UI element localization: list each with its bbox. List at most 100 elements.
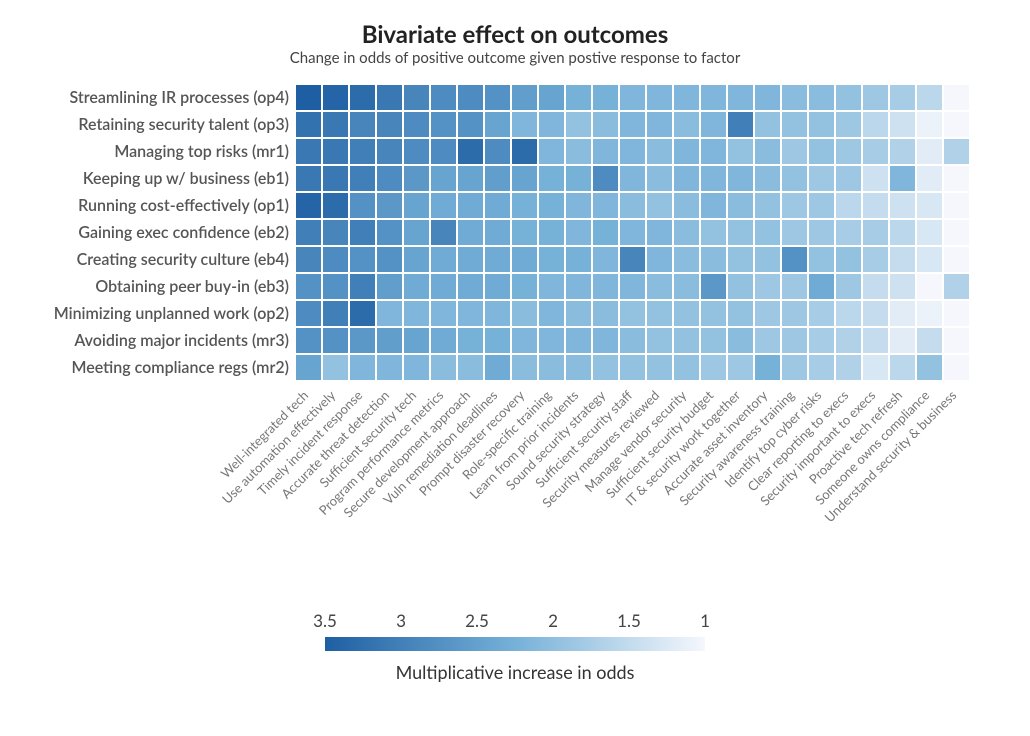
heatmap-cell: [565, 165, 592, 192]
heatmap-cell: [511, 327, 538, 354]
heatmap-cell: [646, 219, 673, 246]
heatmap-cell: [700, 219, 727, 246]
y-axis-label: Minimizing unplanned work (op2): [54, 300, 289, 327]
heatmap-cell: [538, 138, 565, 165]
heatmap-cell: [916, 219, 943, 246]
heatmap-cell: [673, 354, 700, 381]
heatmap-cell: [349, 165, 376, 192]
heatmap-cell: [916, 327, 943, 354]
heatmap-cell: [646, 327, 673, 354]
heatmap-cell: [835, 111, 862, 138]
heatmap-cell: [457, 246, 484, 273]
heatmap-cell: [781, 354, 808, 381]
legend-tick: 1.5: [617, 610, 641, 631]
chart-title: Bivariate effect on outcomes: [0, 20, 1030, 49]
heatmap-cell: [943, 165, 970, 192]
heatmap-cell: [592, 138, 619, 165]
y-axis-label: Streamlining IR processes (op4): [54, 84, 289, 111]
legend-tick: 2.5: [465, 610, 489, 631]
heatmap-cell: [511, 246, 538, 273]
heatmap-cell: [484, 219, 511, 246]
legend-tick: 2: [548, 610, 558, 631]
heatmap-cell: [295, 246, 322, 273]
heatmap-cell: [889, 354, 916, 381]
heatmap-cell: [484, 165, 511, 192]
heatmap-cell: [835, 84, 862, 111]
heatmap-cell: [565, 84, 592, 111]
heatmap-cell: [430, 273, 457, 300]
heatmap-cell: [754, 327, 781, 354]
heatmap-cell: [592, 273, 619, 300]
heatmap-cell: [376, 327, 403, 354]
heatmap-cell: [727, 192, 754, 219]
heatmap-cell: [943, 219, 970, 246]
heatmap-cell: [700, 84, 727, 111]
heatmap-cell: [727, 219, 754, 246]
heatmap-cell: [349, 300, 376, 327]
heatmap-cell: [889, 165, 916, 192]
heatmap-cell: [727, 246, 754, 273]
heatmap-cell: [403, 111, 430, 138]
heatmap-cell: [484, 192, 511, 219]
heatmap-cell: [457, 111, 484, 138]
heatmap-cell: [916, 84, 943, 111]
heatmap-cell: [322, 246, 349, 273]
heatmap-cell: [700, 192, 727, 219]
heatmap-cell: [673, 327, 700, 354]
heatmap-cell: [403, 354, 430, 381]
heatmap-cell: [565, 300, 592, 327]
y-axis-label: Avoiding major incidents (mr3): [54, 327, 289, 354]
heatmap-cell: [943, 192, 970, 219]
heatmap-cell: [322, 192, 349, 219]
heatmap-cell: [295, 219, 322, 246]
heatmap-cell: [565, 138, 592, 165]
y-axis-label: Keeping up w/ business (eb1): [54, 165, 289, 192]
heatmap-cell: [646, 84, 673, 111]
heatmap-cell: [781, 192, 808, 219]
heatmap-cell: [295, 327, 322, 354]
heatmap-cell: [781, 327, 808, 354]
heatmap-cell: [430, 84, 457, 111]
heatmap-cell: [808, 327, 835, 354]
heatmap-cell: [295, 354, 322, 381]
heatmap-cell: [700, 354, 727, 381]
y-axis-label: Creating security culture (eb4): [54, 246, 289, 273]
heatmap-cell: [511, 192, 538, 219]
heatmap-cell: [943, 300, 970, 327]
heatmap-cell: [700, 300, 727, 327]
heatmap-cell: [781, 138, 808, 165]
heatmap-cell: [538, 84, 565, 111]
heatmap-cell: [484, 354, 511, 381]
heatmap-cell: [565, 273, 592, 300]
legend-tick: 3: [396, 610, 406, 631]
heatmap-cell: [781, 300, 808, 327]
heatmap-cell: [457, 192, 484, 219]
heatmap-cell: [619, 192, 646, 219]
heatmap-cell: [754, 246, 781, 273]
heatmap-cell: [781, 165, 808, 192]
heatmap-cell: [862, 246, 889, 273]
heatmap-cell: [565, 246, 592, 273]
heatmap-cell: [835, 138, 862, 165]
heatmap-cell: [592, 219, 619, 246]
chart-container: Bivariate effect on outcomes Change in o…: [0, 0, 1030, 736]
heatmap-cell: [376, 84, 403, 111]
heatmap-cell: [700, 165, 727, 192]
heatmap-cell: [349, 354, 376, 381]
heatmap-cell: [538, 273, 565, 300]
heatmap-cell: [619, 84, 646, 111]
heatmap-cell: [322, 165, 349, 192]
heatmap-cell: [592, 327, 619, 354]
heatmap-cell: [484, 111, 511, 138]
heatmap-cell: [835, 192, 862, 219]
heatmap-cell: [295, 138, 322, 165]
heatmap-cell: [484, 84, 511, 111]
heatmap-grid: [295, 84, 970, 381]
heatmap-cell: [754, 273, 781, 300]
heatmap-cell: [889, 300, 916, 327]
heatmap-cell: [727, 165, 754, 192]
heatmap-cell: [403, 273, 430, 300]
heatmap-cell: [430, 219, 457, 246]
heatmap-cell: [403, 138, 430, 165]
heatmap-cell: [538, 165, 565, 192]
